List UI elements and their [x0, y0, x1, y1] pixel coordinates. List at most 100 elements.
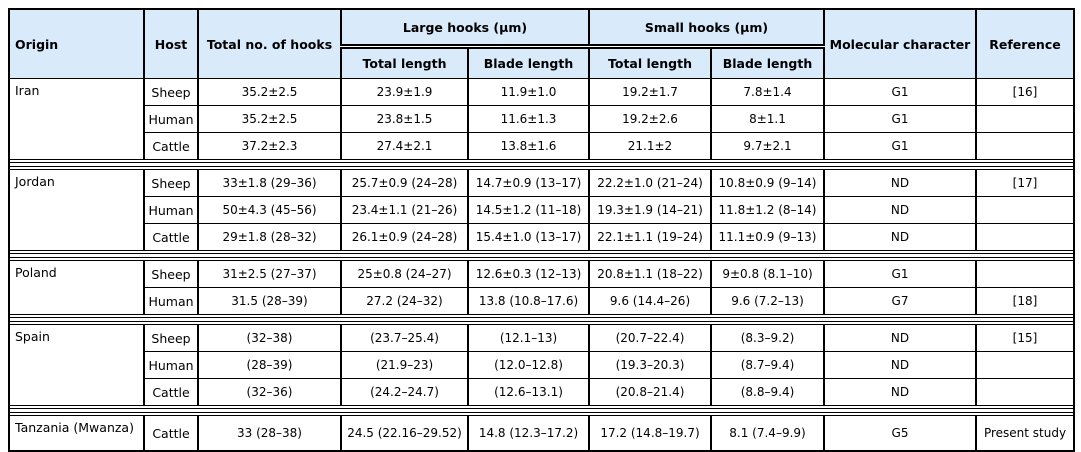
col-header-total-hooks: Total no. of hooks: [197, 8, 342, 79]
col-header-large-hooks: Large hooks (μm): [340, 8, 590, 47]
table-row: Human 31.5 (28–39) 27.2 (24–32) 13.8 (10.8–…: [9, 287, 1075, 315]
table-row: Spain Sheep (32–38) (23.7–25.4) (12.1–13) (20…: [8, 324, 1075, 406]
cell-large-blade-length: 13.8±1.6: [467, 132, 590, 160]
cell-small-total-length: 22.2±1.0 (21–24): [588, 169, 712, 197]
cell-small-total-length: 20.8±1.1 (18–22): [588, 260, 712, 288]
col-header-small-total-length: Total length: [588, 44, 712, 79]
cell-large-blade-length: (12.6–13.1): [467, 378, 590, 406]
hooks-comparison-table: Origin Host Total no. of hooks Large hoo…: [8, 8, 1075, 452]
col-header-reference: Reference: [975, 8, 1075, 79]
cell-total-hooks: 33±1.8 (29–36): [197, 169, 342, 197]
cell-host: Human: [143, 196, 199, 224]
cell-large-total-length: 27.4±2.1: [340, 132, 469, 160]
cell-small-total-length: (20.8–21.4): [588, 378, 712, 406]
cell-reference: [975, 105, 1075, 133]
cell-host: Sheep: [143, 169, 199, 197]
double-rule: [10, 317, 1073, 322]
cell-small-total-length: (19.3–20.3): [588, 351, 712, 379]
group-separator-cell: [9, 405, 1074, 416]
cell-large-blade-length: 14.7±0.9 (13–17): [467, 169, 590, 197]
col-header-large-blade-length: Blade length: [467, 44, 590, 79]
group-separator: [9, 405, 1074, 416]
cell-molecular-character: ND: [823, 324, 977, 352]
group-separator-cell: [9, 250, 1074, 261]
group-separator-cell: [9, 159, 1074, 170]
cell-molecular-character: ND: [823, 351, 977, 379]
cell-small-blade-length: 11.8±1.2 (8–14): [710, 196, 825, 224]
cell-large-blade-length: 14.8 (12.3–17.2): [467, 415, 590, 452]
cell-small-blade-length: (8.7–9.4): [710, 351, 825, 379]
cell-large-total-length: 23.4±1.1 (21–26): [340, 196, 469, 224]
cell-total-hooks: 35.2±2.5: [197, 78, 342, 106]
cell-large-total-length: 24.5 (22.16–29.52): [340, 415, 469, 452]
cell-molecular-character: G1: [823, 260, 977, 288]
cell-large-blade-length: 11.9±1.0: [467, 78, 590, 106]
cell-small-total-length: 19.2±2.6: [588, 105, 712, 133]
cell-large-total-length: (21.9–23): [340, 351, 469, 379]
cell-origin: Iran: [8, 78, 145, 160]
cell-molecular-character: ND: [823, 169, 977, 197]
cell-small-total-length: 17.2 (14.8–19.7): [588, 415, 712, 452]
cell-small-blade-length: 11.1±0.9 (9–13): [710, 223, 825, 251]
cell-host: Human: [143, 351, 199, 379]
cell-host: Sheep: [143, 260, 199, 288]
double-rule: [10, 408, 1073, 413]
col-header-small-blade-length: Blade length: [710, 44, 825, 79]
cell-total-hooks: (32–38): [197, 324, 342, 352]
cell-host: Human: [143, 287, 199, 315]
cell-reference: [975, 351, 1075, 379]
cell-host: Cattle: [143, 415, 199, 452]
cell-small-total-length: 9.6 (14.4–26): [588, 287, 712, 315]
cell-reference: [975, 223, 1075, 251]
table-row: Poland Sheep 31±2.5 (27–37) 25±0.8 (24–27) 1…: [8, 260, 1075, 315]
header-row-groups: Origin Host Total no. of hooks Large hoo…: [8, 8, 1075, 79]
cell-molecular-character: G1: [823, 105, 977, 133]
cell-reference: [15]: [975, 324, 1075, 352]
cell-large-total-length: 26.1±0.9 (24–28): [340, 223, 469, 251]
group-separator: [9, 159, 1074, 170]
col-header-molecular: Molecular character: [823, 8, 977, 79]
cell-molecular-character: ND: [823, 196, 977, 224]
cell-molecular-character: G5: [823, 415, 977, 452]
cell-origin: Poland: [8, 260, 145, 315]
cell-reference: [18]: [975, 287, 1075, 315]
cell-total-hooks: (28–39): [197, 351, 342, 379]
cell-small-total-length: 21.1±2: [588, 132, 712, 160]
cell-origin: Spain: [8, 324, 145, 406]
cell-large-total-length: 27.2 (24–32): [340, 287, 469, 315]
table-row: Human 50±4.3 (45–56) 23.4±1.1 (21–26) 14.5±…: [9, 196, 1075, 224]
cell-reference: Present study: [975, 415, 1075, 452]
cell-large-blade-length: (12.1–13): [467, 324, 590, 352]
cell-large-total-length: 25.7±0.9 (24–28): [340, 169, 469, 197]
cell-large-total-length: 25±0.8 (24–27): [340, 260, 469, 288]
cell-reference: [17]: [975, 169, 1075, 197]
cell-molecular-character: ND: [823, 223, 977, 251]
hooks-comparison-table-container: Origin Host Total no. of hooks Large hoo…: [8, 8, 1075, 452]
cell-host: Sheep: [143, 78, 199, 106]
cell-total-hooks: 50±4.3 (45–56): [197, 196, 342, 224]
cell-small-blade-length: (8.3–9.2): [710, 324, 825, 352]
col-header-large-total-length: Total length: [340, 44, 469, 79]
cell-large-blade-length: 12.6±0.3 (12–13): [467, 260, 590, 288]
cell-large-total-length: (24.2–24.7): [340, 378, 469, 406]
cell-large-blade-length: 11.6±1.3: [467, 105, 590, 133]
cell-small-blade-length: 8.1 (7.4–9.9): [710, 415, 825, 452]
cell-small-blade-length: 7.8±1.4: [710, 78, 825, 106]
cell-total-hooks: 35.2±2.5: [197, 105, 342, 133]
cell-small-blade-length: 9.7±2.1: [710, 132, 825, 160]
cell-molecular-character: G1: [823, 78, 977, 106]
header-row-subcolumns: Total length Blade length Total length B…: [9, 44, 1074, 79]
cell-small-total-length: 19.3±1.9 (14–21): [588, 196, 712, 224]
cell-small-total-length: 22.1±1.1 (19–24): [588, 223, 712, 251]
col-header-small-hooks: Small hooks (μm): [588, 8, 825, 47]
cell-large-total-length: 23.9±1.9: [340, 78, 469, 106]
col-header-origin: Origin: [8, 8, 145, 79]
cell-small-total-length: (20.7–22.4): [588, 324, 712, 352]
cell-total-hooks: 37.2±2.3: [197, 132, 342, 160]
cell-total-hooks: 29±1.8 (28–32): [197, 223, 342, 251]
cell-origin: Jordan: [8, 169, 145, 251]
cell-host: Human: [143, 105, 199, 133]
table-row: Iran Sheep 35.2±2.5 23.9±1.9 11.9±1.0 19.2±1.…: [8, 78, 1075, 160]
double-rule: [10, 162, 1073, 167]
table-header: Origin Host Total no. of hooks Large hoo…: [8, 8, 1075, 79]
